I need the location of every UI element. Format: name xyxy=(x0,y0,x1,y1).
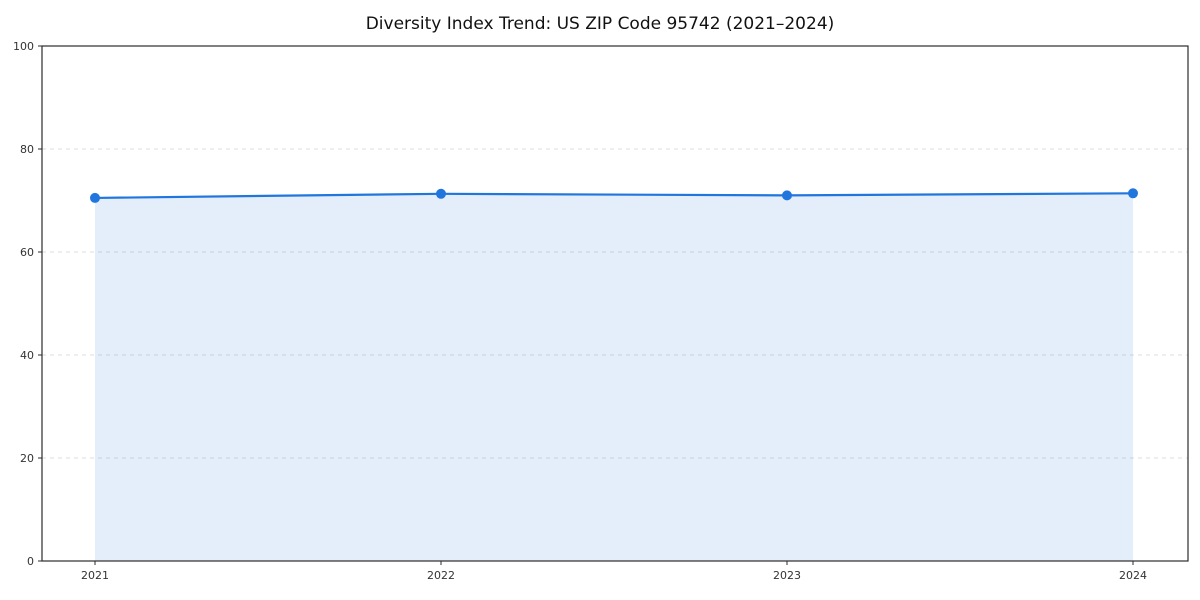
y-tick-label: 40 xyxy=(20,349,34,362)
data-point-2023 xyxy=(782,190,792,201)
x-tick-label: 2021 xyxy=(81,569,109,582)
data-point-2024 xyxy=(1128,188,1138,199)
x-tick-label: 2022 xyxy=(427,569,455,582)
y-tick-label: 20 xyxy=(20,452,34,465)
area-fill xyxy=(95,193,1133,562)
chart-title: Diversity Index Trend: US ZIP Code 95742… xyxy=(365,14,835,34)
data-point-2021 xyxy=(90,192,100,203)
y-tick-label: 100 xyxy=(13,40,34,53)
y-tick-label: 0 xyxy=(27,555,34,568)
x-tick-label: 2024 xyxy=(1119,569,1147,582)
x-tick-label: 2023 xyxy=(773,569,801,582)
axes-spines xyxy=(41,45,1189,562)
y-tick-label: 80 xyxy=(20,143,34,156)
data-point-2022 xyxy=(436,188,446,199)
trend-line xyxy=(93,192,1135,200)
y-tick-label: 60 xyxy=(20,246,34,259)
